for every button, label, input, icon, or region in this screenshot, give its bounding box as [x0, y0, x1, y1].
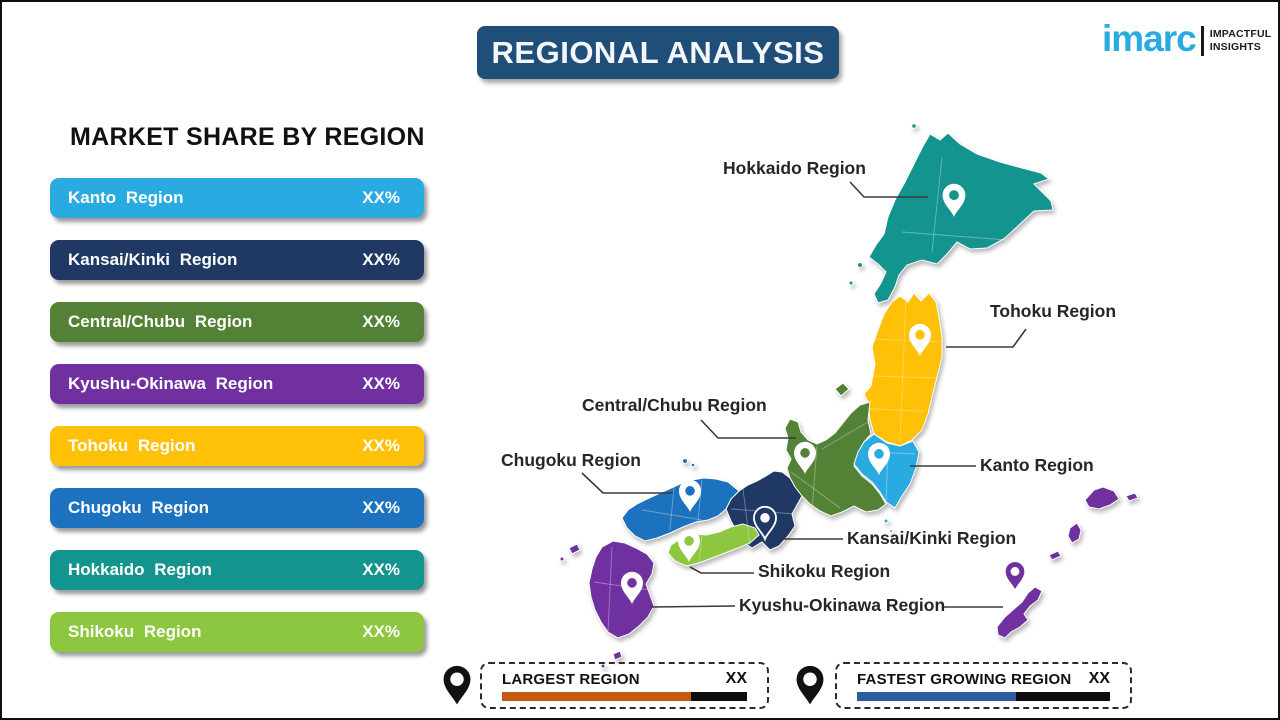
imarc-logo: imarc IMPACTFUL INSIGHTS: [1102, 20, 1271, 57]
bar-tohoku: Tohoku Region XX%: [50, 426, 424, 466]
map-label-kyushu-okinawa: Kyushu-Okinawa Region: [739, 595, 946, 615]
legend-largest-bar: [502, 692, 747, 701]
leader-lines: [581, 181, 1027, 608]
bar-value: XX%: [362, 312, 400, 331]
map-label-shikoku: Shikoku Region: [758, 561, 891, 581]
bar-label: Hokkaido Region: [68, 560, 212, 579]
bar-kanto: Kanto Region XX%: [50, 178, 424, 218]
leader-chugoku: [581, 472, 673, 494]
map-region-chugoku: [621, 458, 740, 542]
bar-kyushu-okinawa: Kyushu-Okinawa Region XX%: [50, 364, 424, 404]
leader-tohoku: [946, 328, 1027, 348]
bar-value: XX%: [362, 188, 400, 207]
map-label-hokkaido: Hokkaido Region: [723, 158, 866, 178]
map-label-chubu: Central/Chubu Region: [582, 395, 767, 415]
map-label-tohoku: Tohoku Region: [990, 301, 1117, 321]
bar-label: Kanto Region: [68, 188, 184, 207]
map-label-kanto: Kanto Region: [980, 455, 1094, 475]
location-pin-icon: [794, 664, 826, 708]
bar-value: XX%: [362, 250, 400, 269]
legend-fastest-bar: [857, 692, 1110, 701]
logo-tagline-line2: INSIGHTS: [1209, 40, 1261, 53]
legend-fastest-value: XX: [1088, 670, 1110, 687]
legend-fastest-label: FASTEST GROWING REGION: [857, 670, 1072, 688]
location-pin-icon: [441, 664, 473, 708]
pin-shikoku: [677, 529, 701, 562]
bar-chubu: Central/Chubu Region XX%: [50, 302, 424, 342]
map-region-okinawa-islands: [996, 486, 1139, 639]
map-region-kyushu: [559, 540, 655, 669]
pin-kansai: [753, 505, 777, 542]
bar-value: XX%: [362, 498, 400, 517]
bar-label: Kyushu-Okinawa Region: [68, 374, 274, 393]
legend-fastest-growing-region: FASTEST GROWING REGION XX: [835, 662, 1132, 709]
leader-hokkaido: [849, 181, 928, 198]
bar-value: XX%: [362, 436, 400, 455]
map-region-hokkaido: [848, 123, 1054, 304]
logo-tagline: IMPACTFUL INSIGHTS: [1210, 28, 1272, 52]
bar-label: Chugoku Region: [68, 498, 209, 517]
leader-shikoku: [689, 566, 754, 574]
bar-hokkaido: Hokkaido Region XX%: [50, 550, 424, 590]
logo-divider: [1200, 25, 1204, 56]
market-share-title: MARKET SHARE BY REGION: [70, 123, 425, 151]
bar-kansai: Kansai/Kinki Region XX%: [50, 240, 424, 280]
pin-okinawa: [1003, 560, 1027, 594]
bar-label: Tohoku Region: [68, 436, 196, 455]
map-pins: [620, 183, 1027, 604]
leader-chubu: [700, 419, 796, 439]
bar-value: XX%: [362, 622, 400, 641]
logo-tagline-line1: IMPACTFUL: [1209, 28, 1272, 41]
logo-brand-text: imarc: [1102, 18, 1197, 59]
leader-kyushu: [650, 605, 736, 608]
pin-chubu: [793, 441, 817, 474]
legend-largest-value: XX: [725, 670, 747, 687]
page-title: REGIONAL ANALYSIS: [491, 34, 825, 70]
bar-chugoku: Chugoku Region XX%: [50, 488, 424, 528]
header-banner: REGIONAL ANALYSIS: [477, 26, 839, 79]
japan-map: [559, 123, 1139, 669]
map-label-chugoku: Chugoku Region: [501, 450, 641, 470]
bar-value: XX%: [362, 560, 400, 579]
pin-kyushu: [620, 571, 644, 604]
pin-chugoku: [678, 479, 702, 512]
bar-shikoku: Shikoku Region XX%: [50, 612, 424, 652]
pin-tohoku: [908, 323, 932, 356]
map-label-kansai: Kansai/Kinki Region: [847, 528, 1017, 548]
bar-label: Central/Chubu Region: [68, 312, 253, 331]
pin-kanto: [867, 442, 891, 475]
bar-value: XX%: [362, 374, 400, 393]
legend-largest-region: LARGEST REGION XX: [480, 662, 769, 709]
bar-label: Shikoku Region: [68, 622, 202, 641]
pin-hokkaido: [942, 183, 966, 217]
legend-largest-label: LARGEST REGION: [502, 670, 640, 688]
bar-label: Kansai/Kinki Region: [68, 250, 238, 269]
market-share-list: Kanto Region XX% Kansai/Kinki Region XX%…: [50, 178, 424, 674]
